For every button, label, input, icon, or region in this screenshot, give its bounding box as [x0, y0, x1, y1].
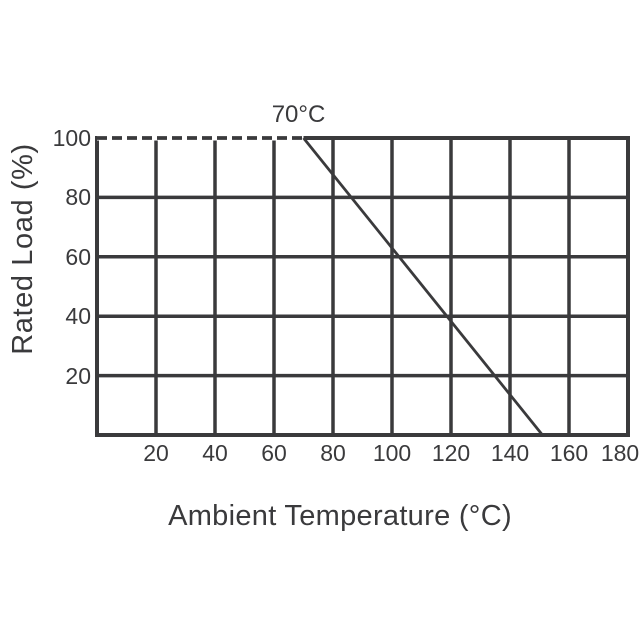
- y-tick-label: 80: [65, 184, 91, 211]
- x-tick-label: 120: [431, 440, 471, 466]
- y-tick-label: 60: [65, 243, 91, 270]
- x-tick-label: 60: [261, 440, 287, 466]
- x-tick-label: 180: [600, 440, 640, 466]
- x-tick-label: 100: [372, 440, 412, 466]
- knee-temperature-label: 70°C: [271, 101, 326, 128]
- x-tick-label: 160: [549, 440, 589, 466]
- x-tick-label: 20: [143, 440, 169, 466]
- x-axis-title: Ambient Temperature (°C): [168, 500, 512, 532]
- derating-curve-line: [302, 137, 544, 436]
- plot-border: [95, 136, 630, 437]
- x-tick-label: 140: [490, 440, 530, 466]
- y-tick-label: 20: [65, 362, 91, 389]
- y-tick-label: 100: [52, 125, 91, 151]
- x-tick-label: 80: [320, 440, 346, 466]
- y-tick-label: 40: [65, 303, 91, 330]
- x-tick-label: 40: [202, 440, 228, 466]
